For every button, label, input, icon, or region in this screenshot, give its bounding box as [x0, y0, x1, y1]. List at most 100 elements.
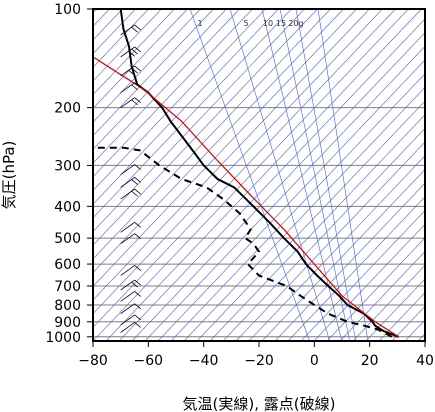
- barb-feather: [134, 65, 141, 72]
- wind-barb: [120, 0, 141, 10]
- barb-feather: [131, 179, 138, 185]
- x-tick-label: −20: [244, 353, 274, 369]
- wind-barb: [120, 233, 141, 245]
- guide-line: [93, 9, 201, 123]
- guide-line: [339, 251, 425, 341]
- barb-feather: [134, 291, 141, 297]
- y-tick-label: 800: [54, 298, 81, 314]
- guide-line: [93, 9, 253, 178]
- barb-staff: [120, 24, 135, 36]
- mixing-ratio-line: [295, 9, 357, 341]
- wind-barb: [120, 164, 141, 175]
- mixing-ratio-line: [279, 9, 351, 341]
- dewpoint-line: [93, 146, 393, 338]
- barb-staff: [120, 164, 135, 175]
- barb-staff: [120, 177, 135, 188]
- guide-line: [352, 264, 425, 341]
- guide-line: [131, 32, 425, 341]
- barb-feather: [134, 188, 141, 195]
- guide-line: [326, 237, 425, 341]
- guide-line: [261, 168, 425, 341]
- y-tick-label: 900: [54, 315, 81, 331]
- barb-staff: [120, 9, 122, 10]
- guide-line: [118, 18, 425, 341]
- y-tick-label: 700: [54, 279, 81, 295]
- barb-feather: [134, 303, 141, 309]
- barb-feather: [134, 24, 141, 31]
- y-tick-label: 1000: [45, 330, 81, 346]
- guide-line: [209, 114, 425, 341]
- guide-line: [248, 155, 425, 341]
- wind-barb: [120, 322, 141, 333]
- guide-line: [93, 9, 344, 274]
- barb-feather: [128, 50, 135, 57]
- x-tick-label: −60: [134, 353, 164, 369]
- y-axis-title: 気圧(hPa): [0, 141, 18, 210]
- barb-staff: [120, 291, 135, 302]
- barb-feather: [134, 233, 141, 240]
- guide-line: [93, 9, 240, 164]
- mixing-ratio-line: [189, 9, 310, 341]
- x-axis-title: 気温(実線), 露点(破線): [183, 395, 336, 412]
- y-tick-label: 500: [54, 231, 81, 247]
- guide-line: [365, 278, 425, 341]
- barb-staff: [120, 303, 135, 314]
- guide-line: [93, 9, 175, 96]
- x-tick-label: 20: [361, 353, 379, 369]
- wind-barb: [120, 82, 141, 94]
- wind-barb: [120, 188, 141, 200]
- barb-feather: [131, 281, 138, 288]
- guide-line: [93, 9, 292, 219]
- barb-feather: [131, 190, 138, 197]
- guide-line: [144, 45, 425, 341]
- y-tick-label: 100: [54, 2, 81, 18]
- guide-line: [93, 9, 409, 341]
- guide-line: [105, 9, 422, 341]
- barb-staff: [120, 233, 135, 245]
- barb-staff: [120, 221, 135, 233]
- pressure-gridlines: [93, 8, 425, 338]
- barb-feather: [132, 1, 138, 6]
- guide-line: [93, 9, 227, 150]
- x-tick-label: −40: [189, 353, 219, 369]
- barb-staff: [120, 314, 135, 326]
- guide-line: [93, 9, 318, 246]
- guide-line: [93, 9, 149, 68]
- guide-line: [170, 73, 425, 341]
- parcel-line: [93, 56, 400, 338]
- wind-barb: [120, 303, 141, 314]
- barb-staff: [120, 265, 135, 276]
- guide-line: [93, 9, 370, 301]
- wind-barb: [120, 221, 141, 233]
- barb-staff: [120, 322, 135, 333]
- y-tick-label: 600: [54, 257, 81, 273]
- barb-feather: [135, 0, 141, 4]
- guide-line: [93, 9, 214, 137]
- mixing-ratio-labels: 1 5 10 15 20g: [197, 19, 303, 28]
- guide-line: [93, 9, 188, 109]
- barb-feather: [134, 265, 141, 271]
- mixing-ratio-line: [317, 9, 369, 341]
- barb-feather: [131, 84, 138, 91]
- barb-feather: [134, 322, 141, 328]
- mixing-ratio-label: 20g: [288, 19, 303, 28]
- barb-feather: [134, 314, 141, 321]
- guide-line: [93, 9, 305, 232]
- mixing-ratio-line: [261, 9, 342, 341]
- barb-feather: [134, 82, 141, 88]
- guide-line: [287, 196, 425, 341]
- barb-feather: [131, 48, 138, 55]
- guide-line: [222, 127, 425, 341]
- guide-line: [93, 9, 331, 260]
- guide-line: [313, 223, 425, 341]
- barb-feather: [134, 164, 141, 170]
- barb-feather: [134, 279, 141, 286]
- guide-line: [93, 9, 162, 82]
- wind-barb: [120, 177, 141, 188]
- guide-line: [93, 9, 279, 205]
- y-tick-label: 200: [54, 101, 81, 117]
- wind-barb: [120, 265, 141, 276]
- guide-line: [93, 9, 396, 328]
- barb-feather: [134, 97, 141, 103]
- guide-line: [300, 210, 425, 341]
